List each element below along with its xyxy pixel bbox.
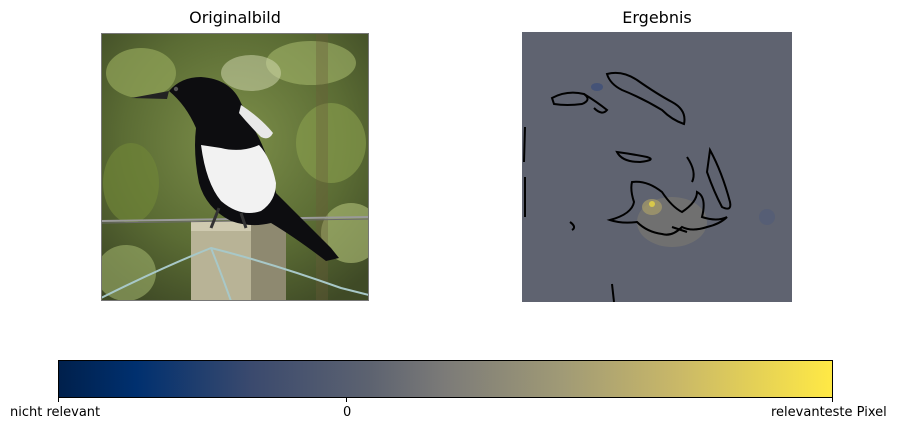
colorbar-label-max: relevanteste Pixel	[771, 405, 887, 420]
result-image-title: Ergebnis	[622, 8, 692, 27]
magpie-photo	[96, 33, 381, 302]
colorbar-tick-zero	[346, 398, 347, 402]
contour-lines	[523, 71, 732, 303]
relevance-colorbar	[58, 360, 833, 398]
colorbar-label-zero: 0	[343, 405, 352, 420]
original-image-title: Originalbild	[189, 8, 281, 27]
colorbar-tick-min	[58, 398, 59, 402]
original-image	[96, 33, 381, 302]
colorbar-tick-max	[832, 398, 833, 402]
relevance-overlay	[522, 32, 792, 303]
result-image	[522, 32, 792, 303]
colorbar-label-min: nicht relevant	[10, 405, 101, 420]
